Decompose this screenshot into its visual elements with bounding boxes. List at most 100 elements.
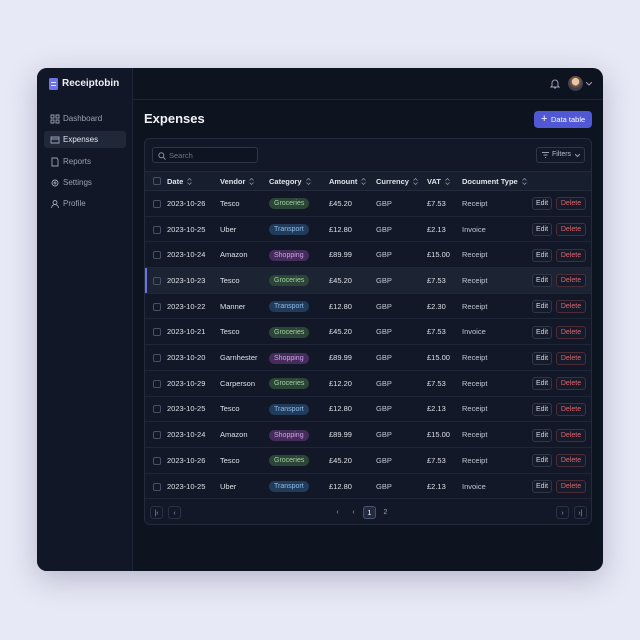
table-row[interactable]: 2023-10-21 Tesco Groceries £45.20 GBP £7.53 In… (145, 320, 591, 346)
search-placeholder: Search (169, 151, 193, 160)
cell-0: 2023-10-29 (167, 378, 206, 388)
cell-4: GBP (376, 430, 392, 440)
table-row[interactable]: 2023-10-23 Tesco Groceries £45.20 GBP £7.53 Re… (145, 268, 591, 294)
nav-item[interactable]: Reports (44, 153, 126, 170)
table-row[interactable]: 2023-10-25 Tesco Transport £12.80 GBP £2.13 Re… (145, 397, 591, 423)
column-header[interactable]: Category (269, 177, 302, 186)
prev-small[interactable]: ‹ (336, 509, 339, 516)
cell-4: GBP (376, 301, 392, 311)
checkbox[interactable] (153, 276, 161, 285)
sort-icon[interactable] (249, 178, 255, 185)
checkbox[interactable] (153, 405, 161, 414)
checkbox[interactable] (153, 225, 161, 234)
data-table-button[interactable]: + Data table (534, 111, 592, 128)
page-number[interactable]: 1 (363, 506, 376, 519)
edit-button[interactable]: Edit (532, 454, 552, 468)
filter-icon (542, 152, 549, 158)
filters-button[interactable]: Filters (536, 147, 585, 163)
sort-icon[interactable] (305, 178, 311, 185)
prev-page[interactable]: ‹ (168, 506, 181, 519)
edit-button[interactable]: Edit (532, 428, 552, 442)
checkbox[interactable] (153, 328, 161, 337)
category-chip: Groceries (269, 275, 310, 287)
nav-item[interactable]: Settings (44, 174, 126, 191)
edit-button[interactable]: Edit (532, 351, 552, 365)
column-header[interactable]: Document Type (462, 177, 518, 186)
cell-1: Tesco (220, 275, 240, 285)
edit-button[interactable]: Edit (532, 248, 552, 262)
table-row[interactable]: 2023-10-25 Uber Transport £12.80 GBP £2.13 Inv… (145, 474, 591, 500)
checkbox[interactable] (153, 354, 161, 363)
column-header[interactable]: VAT (427, 177, 441, 186)
avatar[interactable] (568, 76, 583, 91)
next-page[interactable]: › (556, 506, 569, 519)
delete-button[interactable]: Delete (556, 197, 586, 211)
table-row[interactable]: 2023-10-24 Amazon Shopping £89.99 GBP £15.00 R… (145, 242, 591, 269)
prev-small[interactable]: ‹ (352, 509, 355, 516)
edit-button[interactable]: Edit (532, 325, 552, 339)
checkbox[interactable] (153, 431, 161, 440)
nav-label: Reports (63, 156, 92, 166)
checkbox[interactable] (153, 199, 161, 208)
column-header[interactable]: Date (167, 177, 184, 186)
checkbox[interactable] (153, 379, 161, 388)
cell-4: GBP (376, 224, 392, 234)
cell-6: Receipt (462, 301, 488, 311)
sort-icon[interactable] (187, 178, 193, 185)
cell-3: £45.20 (329, 275, 352, 285)
delete-button[interactable]: Delete (556, 454, 586, 468)
first-page[interactable]: |‹ (150, 506, 163, 519)
checkbox[interactable] (153, 482, 161, 491)
edit-button[interactable]: Edit (532, 197, 552, 211)
cell-0: 2023-10-26 (167, 455, 206, 465)
button-label: Data table (551, 115, 586, 124)
delete-button[interactable]: Delete (556, 480, 586, 494)
cell-6: Invoice (462, 327, 486, 337)
last-page[interactable]: ›| (574, 506, 587, 519)
delete-button[interactable]: Delete (556, 377, 586, 391)
edit-button[interactable]: Edit (532, 223, 552, 237)
delete-button[interactable]: Delete (556, 223, 586, 237)
delete-button[interactable]: Delete (556, 402, 586, 416)
page-number[interactable]: 2 (383, 509, 388, 516)
sort-icon[interactable] (445, 178, 450, 185)
nav-item[interactable]: Profile (44, 195, 126, 212)
nav-label: Settings (63, 177, 92, 187)
checkbox[interactable] (153, 456, 161, 465)
nav-icon (51, 157, 59, 167)
checkbox[interactable] (153, 302, 161, 311)
column-header[interactable]: Amount (329, 177, 358, 186)
edit-button[interactable]: Edit (532, 377, 552, 391)
edit-button[interactable]: Edit (532, 274, 552, 288)
edit-button[interactable]: Edit (532, 480, 552, 494)
nav-item[interactable]: Expenses (44, 131, 126, 149)
bell-icon[interactable] (550, 78, 560, 89)
search-box[interactable]: Search (152, 147, 258, 163)
nav-item[interactable]: Dashboard (44, 110, 126, 127)
delete-button[interactable]: Delete (556, 351, 586, 365)
checkbox[interactable] (153, 251, 161, 260)
sort-icon[interactable] (413, 178, 418, 185)
table-row[interactable]: 2023-10-20 Garnhester Shopping £89.99 GBP £15… (145, 345, 591, 371)
table-card: Search Filters Date Vendor Category Amount C… (144, 138, 592, 525)
table-row[interactable]: 2023-10-26 Tesco Groceries £45.20 GBP £7.53 Re… (145, 448, 591, 474)
sort-icon[interactable] (521, 178, 527, 185)
delete-button[interactable]: Delete (556, 274, 586, 288)
chevron (586, 82, 592, 86)
column-header[interactable]: Currency (376, 177, 409, 186)
column-header[interactable]: Vendor (220, 177, 246, 186)
table-row[interactable]: 2023-10-25 Uber Transport £12.80 GBP £2.13 Inv… (145, 217, 591, 243)
delete-button[interactable]: Delete (556, 300, 586, 314)
table-row[interactable]: 2023-10-26 Tesco Groceries £45.20 GBP £7.53 Re… (145, 191, 591, 217)
chevron (575, 154, 580, 157)
checkbox[interactable] (153, 177, 161, 185)
sort-icon[interactable] (361, 178, 367, 185)
table-row[interactable]: 2023-10-24 Amazon Shopping £89.99 GBP £15.00 R… (145, 422, 591, 448)
edit-button[interactable]: Edit (532, 402, 552, 416)
table-row[interactable]: 2023-10-22 Manner Transport £12.80 GBP £2.30 R… (145, 294, 591, 320)
delete-button[interactable]: Delete (556, 248, 586, 262)
delete-button[interactable]: Delete (556, 428, 586, 442)
delete-button[interactable]: Delete (556, 325, 586, 339)
table-row[interactable]: 2023-10-29 Carperson Groceries £12.20 GBP £7.… (145, 371, 591, 397)
edit-button[interactable]: Edit (532, 300, 552, 314)
